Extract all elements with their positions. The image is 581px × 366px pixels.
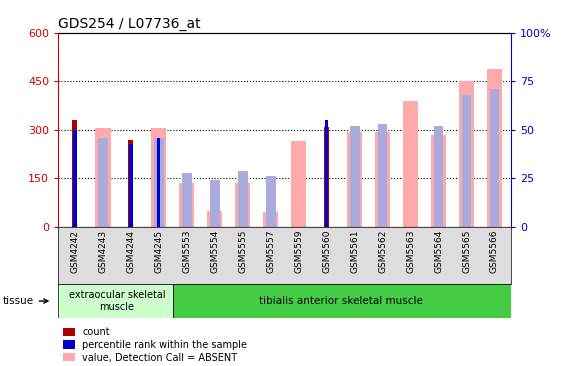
Text: GSM5559: GSM5559 bbox=[294, 230, 303, 273]
Bar bbox=[73, 130, 77, 227]
Bar bbox=[291, 141, 306, 227]
Bar bbox=[462, 95, 471, 227]
Bar bbox=[157, 138, 160, 227]
Bar bbox=[403, 101, 418, 227]
Text: GSM5561: GSM5561 bbox=[350, 230, 359, 273]
Bar bbox=[154, 138, 164, 227]
Bar bbox=[431, 135, 446, 227]
Text: extraocular skeletal
muscle: extraocular skeletal muscle bbox=[69, 290, 165, 312]
Bar bbox=[128, 139, 134, 227]
Bar bbox=[95, 128, 110, 227]
Text: GSM5565: GSM5565 bbox=[462, 230, 471, 273]
Bar bbox=[350, 126, 360, 227]
Text: GSM5562: GSM5562 bbox=[378, 230, 387, 273]
Bar bbox=[129, 143, 132, 227]
Bar bbox=[182, 173, 192, 227]
Bar bbox=[238, 171, 248, 227]
Text: tissue: tissue bbox=[3, 296, 48, 306]
Text: GSM4243: GSM4243 bbox=[98, 230, 107, 273]
Text: GDS254 / L07736_at: GDS254 / L07736_at bbox=[58, 16, 200, 30]
Bar bbox=[98, 138, 107, 227]
Bar bbox=[459, 81, 474, 227]
Text: GSM5566: GSM5566 bbox=[490, 230, 499, 273]
Bar bbox=[207, 211, 223, 227]
Bar bbox=[151, 128, 167, 227]
Bar bbox=[378, 124, 388, 227]
Text: tibialis anterior skeletal muscle: tibialis anterior skeletal muscle bbox=[259, 296, 422, 306]
Bar bbox=[433, 126, 443, 227]
Text: GSM4245: GSM4245 bbox=[155, 230, 163, 273]
Bar bbox=[324, 127, 329, 227]
Bar bbox=[263, 212, 278, 227]
Bar bbox=[73, 120, 77, 227]
FancyBboxPatch shape bbox=[173, 284, 511, 318]
Bar bbox=[375, 131, 390, 227]
Bar bbox=[210, 180, 220, 227]
Text: GSM4244: GSM4244 bbox=[126, 230, 135, 273]
FancyBboxPatch shape bbox=[58, 284, 173, 318]
Text: GSM5563: GSM5563 bbox=[406, 230, 415, 273]
Legend: count, percentile rank within the sample, value, Detection Call = ABSENT, rank, : count, percentile rank within the sample… bbox=[63, 327, 248, 366]
Bar bbox=[266, 176, 275, 227]
Bar bbox=[490, 89, 500, 227]
Bar bbox=[235, 183, 250, 227]
Text: GSM5557: GSM5557 bbox=[266, 230, 275, 273]
Text: GSM5554: GSM5554 bbox=[210, 230, 219, 273]
Bar bbox=[325, 120, 328, 227]
Text: GSM5555: GSM5555 bbox=[238, 230, 248, 273]
Text: GSM5560: GSM5560 bbox=[322, 230, 331, 273]
Text: GSM5553: GSM5553 bbox=[182, 230, 191, 273]
Text: GSM5564: GSM5564 bbox=[434, 230, 443, 273]
Bar bbox=[179, 183, 195, 227]
Bar bbox=[487, 68, 502, 227]
Bar bbox=[347, 131, 363, 227]
Text: GSM4242: GSM4242 bbox=[70, 230, 80, 273]
